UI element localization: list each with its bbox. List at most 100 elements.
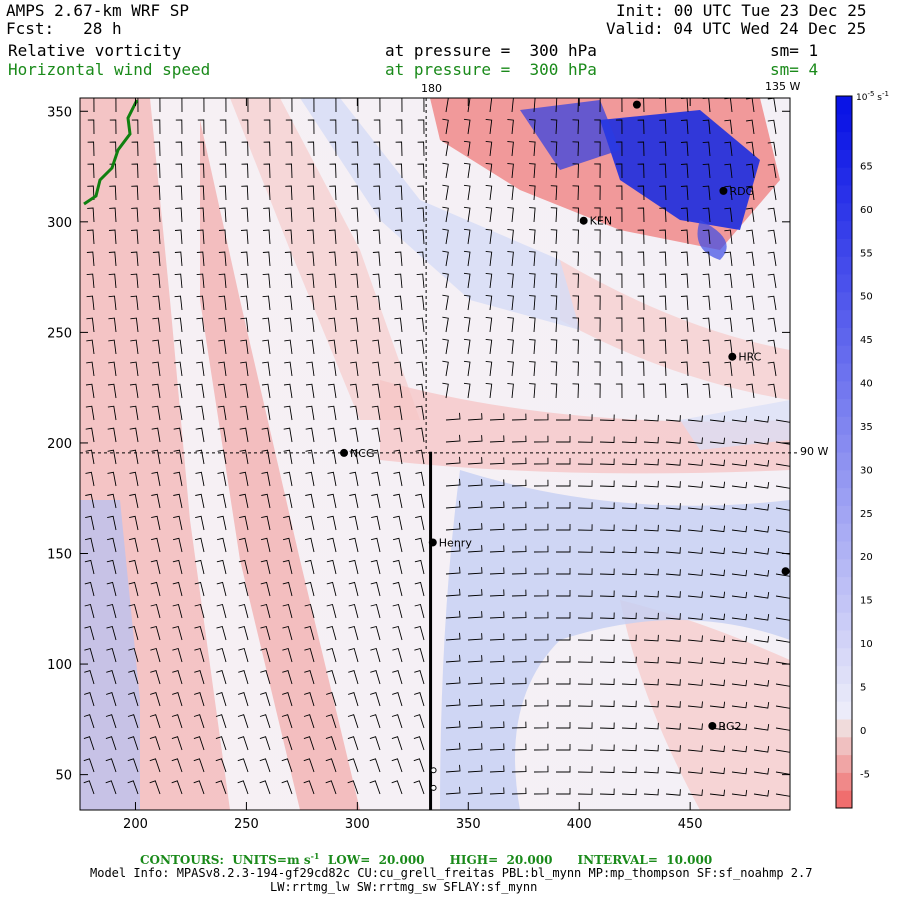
wind-barb bbox=[194, 647, 205, 663]
field2-level: at pressure = 300 hPa bbox=[385, 60, 597, 79]
wind-barb bbox=[621, 766, 637, 774]
wind-barb bbox=[131, 141, 139, 157]
wind-barb bbox=[150, 603, 161, 619]
wind-barb bbox=[709, 547, 726, 555]
wind-barb bbox=[150, 647, 161, 663]
wind-barb bbox=[149, 736, 161, 751]
wind-barb bbox=[665, 525, 681, 532]
field2-name: Horizontal wind speed bbox=[8, 60, 211, 79]
wind-barb bbox=[665, 437, 681, 444]
wind-barb bbox=[556, 766, 571, 773]
wind-barb bbox=[767, 339, 777, 355]
wind-barb bbox=[328, 251, 337, 267]
wind-barb bbox=[485, 228, 493, 245]
wind-barb bbox=[615, 295, 623, 311]
wind-barb bbox=[86, 317, 95, 333]
wind-barb bbox=[391, 758, 403, 773]
wind-barb bbox=[173, 383, 183, 399]
wind-barb bbox=[392, 625, 403, 641]
wind-barb bbox=[485, 382, 493, 399]
wind-barb bbox=[261, 471, 271, 487]
wind-barb bbox=[306, 339, 315, 355]
colorbar-segment bbox=[836, 416, 852, 435]
wind-barb bbox=[370, 559, 381, 575]
x-tick-label: 300 bbox=[345, 817, 370, 832]
wind-barb bbox=[577, 612, 593, 619]
wind-barb bbox=[572, 251, 579, 267]
wind-barb bbox=[417, 119, 425, 135]
wind-barb bbox=[128, 581, 139, 597]
wind-barb bbox=[86, 273, 95, 289]
wind-barb bbox=[370, 647, 381, 663]
wind-barb bbox=[350, 339, 359, 355]
y-tick-label: 50 bbox=[55, 769, 72, 784]
wind-barb bbox=[350, 361, 359, 377]
wind-barb bbox=[284, 361, 293, 377]
wind-barb bbox=[414, 647, 425, 663]
wind-barb bbox=[485, 140, 493, 157]
wind-barb bbox=[445, 478, 461, 487]
wind-barb bbox=[507, 229, 514, 245]
axes: 200 250 300 350 400 450 50 100 150 200 250 300 350 bbox=[47, 98, 790, 832]
wind-barb bbox=[241, 207, 249, 223]
wind-barb bbox=[105, 780, 117, 795]
wind-barb bbox=[413, 714, 425, 729]
wind-barb bbox=[507, 339, 514, 355]
colorbar: -5 0 5 10 15 20 25 30 35 40 45 50 55 60 65 10-5 s-1 bbox=[835, 90, 889, 809]
wind-barb bbox=[195, 383, 205, 399]
wind-barb bbox=[572, 141, 579, 157]
wind-barb bbox=[577, 414, 593, 421]
wind-barb bbox=[303, 758, 315, 773]
wind-barb bbox=[731, 503, 748, 511]
colorbar-segment bbox=[836, 576, 852, 595]
wind-barb bbox=[643, 568, 659, 576]
section-marker bbox=[430, 767, 437, 774]
wind-barb bbox=[489, 567, 505, 575]
wind-barb bbox=[392, 692, 403, 707]
wind-barb bbox=[196, 251, 205, 267]
wind-barb bbox=[702, 207, 711, 223]
wind-barb bbox=[174, 295, 183, 311]
wind-barb bbox=[467, 743, 483, 751]
wind-barb bbox=[659, 295, 667, 311]
wind-barb bbox=[767, 163, 777, 179]
wind-barb bbox=[442, 250, 449, 267]
wind-barb bbox=[174, 251, 183, 267]
wind-barb bbox=[260, 603, 271, 619]
wind-barb bbox=[87, 141, 95, 157]
wind-barb bbox=[753, 658, 770, 665]
wind-barb bbox=[413, 736, 425, 751]
wind-barb bbox=[665, 569, 681, 576]
wind-barb bbox=[416, 295, 425, 311]
stations: NCG Henry KEN RDG HRC RG2 bbox=[340, 100, 790, 733]
wind-barb bbox=[489, 545, 505, 553]
wind-barb bbox=[724, 383, 733, 399]
wind-barb bbox=[395, 207, 403, 223]
wind-barb bbox=[665, 723, 681, 730]
wind-barb bbox=[350, 229, 359, 245]
wind-barb bbox=[303, 780, 315, 795]
wind-barb bbox=[305, 515, 315, 531]
wind-barb bbox=[615, 119, 623, 135]
wind-barb bbox=[373, 185, 381, 201]
wind-barb bbox=[219, 207, 227, 223]
wind-barb bbox=[680, 185, 689, 201]
wind-barb bbox=[489, 435, 505, 443]
wind-barb bbox=[153, 163, 161, 179]
wind-barb bbox=[326, 692, 337, 707]
wind-barb bbox=[152, 295, 161, 311]
wind-barb bbox=[709, 503, 726, 511]
wind-barb bbox=[262, 229, 271, 245]
wind-barb bbox=[86, 339, 95, 355]
wind-barb bbox=[665, 459, 681, 466]
wind-barb bbox=[467, 765, 483, 773]
wind-barb bbox=[130, 361, 139, 377]
wind-barb bbox=[107, 405, 117, 421]
wind-barb bbox=[329, 119, 337, 135]
wind-barb bbox=[599, 436, 615, 443]
wind-barb bbox=[263, 185, 271, 201]
wind-barb bbox=[85, 383, 95, 399]
wind-barb bbox=[615, 163, 623, 179]
wind-barb bbox=[392, 647, 403, 663]
colorbar-tick-label: 5 bbox=[860, 682, 866, 693]
